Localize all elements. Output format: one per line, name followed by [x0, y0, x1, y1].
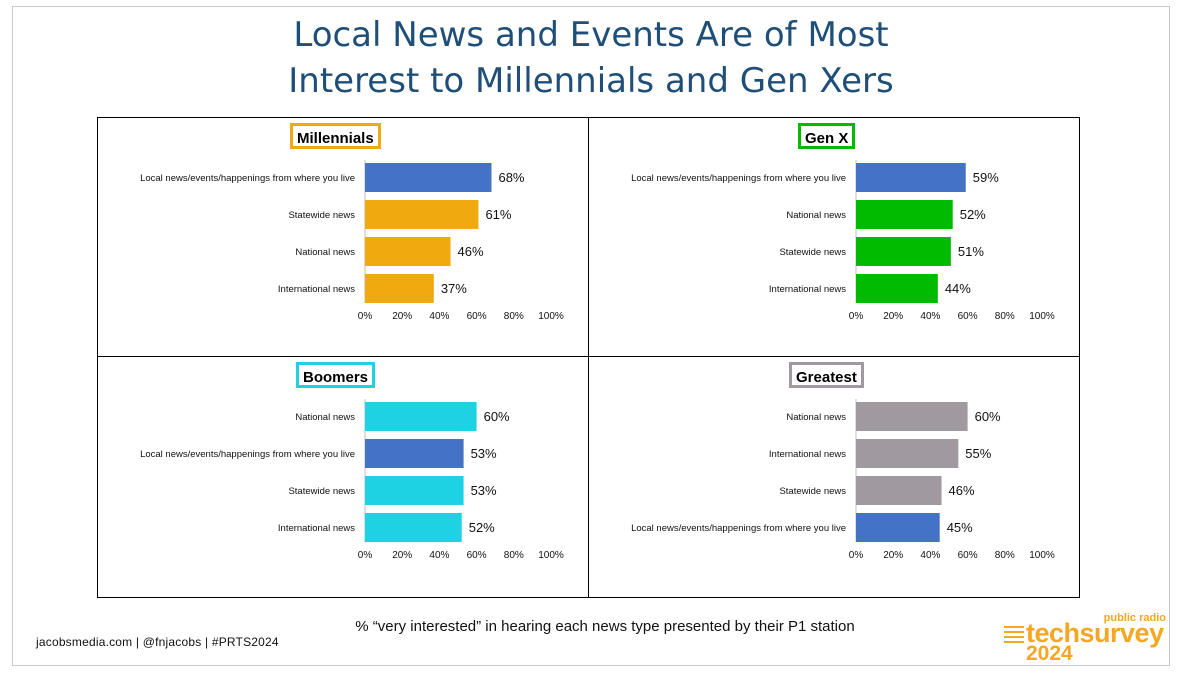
data-label: 51% [958, 244, 984, 259]
x-tick-label: 20% [392, 311, 412, 322]
chart-title-genx: Gen X [798, 123, 856, 149]
data-label: 53% [471, 446, 497, 461]
bar [856, 476, 942, 505]
category-label: National news [786, 412, 846, 423]
category-label: International news [769, 449, 846, 460]
x-tick-label: 100% [1029, 311, 1055, 322]
bar [365, 163, 492, 192]
bar [365, 274, 434, 303]
bar [365, 476, 464, 505]
title-line-1: Local News and Events Are of Most [293, 15, 889, 55]
chart-panel-millennials: Millennials Local news/events/happenings … [97, 117, 589, 357]
x-tick-label: 40% [920, 311, 940, 322]
data-label: 46% [458, 244, 484, 259]
x-tick-label: 40% [429, 550, 449, 561]
data-label: 52% [469, 520, 495, 535]
techsurvey-logo: public radio techsurvey 2024 [1004, 612, 1174, 665]
chart-svg-millennials: Local news/events/happenings from where … [140, 160, 564, 322]
slide-frame [12, 6, 1170, 666]
category-label: International news [769, 284, 846, 295]
data-label: 45% [947, 520, 973, 535]
x-tick-label: 40% [920, 550, 940, 561]
chart-title-greatest: Greatest [789, 362, 864, 388]
bar [365, 402, 477, 431]
bar [365, 439, 464, 468]
logo-public-radio: public radio [1103, 612, 1166, 624]
x-tick-label: 40% [429, 311, 449, 322]
chart-panel-boomers: Boomers National news 60% Local news/events… [97, 356, 589, 598]
bar [365, 237, 451, 266]
x-tick-label: 0% [849, 550, 864, 561]
category-label: Local news/events/happenings from where … [140, 173, 355, 184]
x-tick-label: 100% [1029, 550, 1055, 561]
data-label: 60% [484, 409, 510, 424]
bar [856, 402, 968, 431]
data-label: 61% [485, 207, 511, 222]
title-line-2: Interest to Millennials and Gen Xers [288, 61, 894, 101]
x-tick-label: 20% [883, 550, 903, 561]
x-tick-label: 100% [538, 550, 564, 561]
credits: jacobsmedia.com | @fnjacobs | #PRTS2024 [36, 635, 279, 649]
category-label: Local news/events/happenings from where … [140, 449, 355, 460]
x-tick-label: 100% [538, 311, 564, 322]
x-tick-label: 60% [958, 550, 978, 561]
data-label: 68% [498, 170, 524, 185]
x-tick-label: 60% [467, 311, 487, 322]
chart-svg-boomers: National news 60% Local news/events/happen… [140, 399, 564, 561]
bar [856, 439, 959, 468]
data-label: 55% [965, 446, 991, 461]
logo-year: 2024 [1026, 642, 1073, 665]
x-tick-label: 20% [392, 550, 412, 561]
x-tick-label: 80% [504, 550, 524, 561]
category-label: Statewide news [288, 486, 355, 497]
bar [365, 200, 479, 229]
logo-speed-lines [1004, 626, 1024, 646]
x-tick-label: 20% [883, 311, 903, 322]
data-label: 37% [441, 281, 467, 296]
category-label: National news [786, 210, 846, 221]
data-label: 46% [949, 483, 975, 498]
x-tick-label: 80% [995, 311, 1015, 322]
category-label: National news [295, 412, 355, 423]
bar [856, 513, 940, 542]
footnote: % “very interested” in hearing each news… [355, 618, 855, 635]
x-tick-label: 0% [358, 550, 373, 561]
x-tick-label: 80% [504, 311, 524, 322]
category-label: Statewide news [779, 247, 846, 258]
data-label: 59% [973, 170, 999, 185]
chart-panel-greatest: Greatest National news 60% International ne… [588, 356, 1080, 598]
chart-title-boomers: Boomers [296, 362, 376, 388]
category-label: Local news/events/happenings from where … [631, 173, 846, 184]
bar [856, 200, 953, 229]
x-tick-label: 60% [467, 550, 487, 561]
x-tick-label: 0% [849, 311, 864, 322]
logo-brand: techsurvey [1026, 618, 1164, 648]
category-label: Statewide news [288, 210, 355, 221]
x-tick-label: 60% [958, 311, 978, 322]
chart-title-millennials: Millennials [290, 123, 381, 149]
x-tick-label: 0% [358, 311, 373, 322]
category-label: National news [295, 247, 355, 258]
x-tick-label: 80% [995, 550, 1015, 561]
data-label: 44% [945, 281, 971, 296]
data-label: 60% [975, 409, 1001, 424]
data-label: 52% [960, 207, 986, 222]
slide-title: Local News and Events Are of Most Intere… [0, 12, 1182, 104]
chart-svg-greatest: National news 60% International news 55% Sta… [631, 399, 1055, 561]
bar [365, 513, 462, 542]
bar [856, 237, 951, 266]
category-label: International news [278, 523, 355, 534]
chart-svg-genx: Local news/events/happenings from where … [631, 160, 1055, 322]
chart-panel-genx: Gen X Local news/events/happenings from w… [588, 117, 1080, 357]
data-label: 53% [471, 483, 497, 498]
category-label: Local news/events/happenings from where … [631, 523, 846, 534]
category-label: International news [278, 284, 355, 295]
bar [856, 274, 938, 303]
bar [856, 163, 966, 192]
category-label: Statewide news [779, 486, 846, 497]
